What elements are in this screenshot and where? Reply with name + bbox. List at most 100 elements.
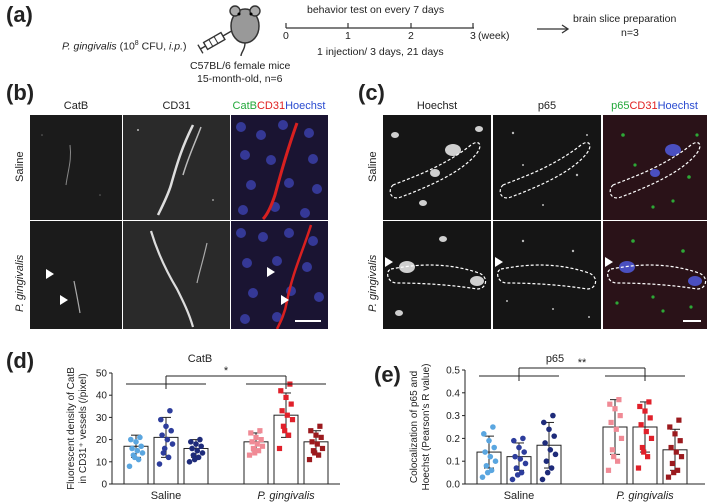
data-point [517,456,524,462]
data-point [609,447,615,453]
data-point [521,449,527,455]
arrow-right-icon [537,24,570,34]
data-point [156,461,163,467]
data-point [164,436,171,443]
data-point [512,453,518,460]
data-point [509,476,516,483]
injection-exponent: 8 [134,40,139,47]
data-point [186,459,193,465]
data-point [258,437,264,443]
y-tick-label: 20 [96,435,108,446]
mouse-strain: C57BL/6 female mice [190,60,291,72]
group-label: Saline [151,490,182,502]
merge-cd31: CD31 [256,100,286,112]
y-axis-label-line1: Colocalization of p65 and [409,371,420,483]
data-point [199,450,206,456]
data-point [647,415,653,421]
data-point [482,449,488,455]
data-point [282,428,288,434]
data-point [318,434,324,440]
data-point [160,450,167,456]
data-point [671,470,677,476]
data-point [550,412,556,419]
data-point [490,424,496,430]
data-point [675,467,681,473]
data-point [159,432,165,438]
data-point [126,463,133,470]
arrowhead-icon [385,257,393,267]
micrograph-c-merge-pg [603,221,707,329]
chart-title: CatB [188,353,212,365]
panel-a-label: (a) [6,2,33,27]
data-point [617,413,623,419]
data-point [169,441,176,447]
data-point [314,441,320,447]
data-point [288,401,294,407]
data-point [676,417,682,423]
arrowhead-icon [605,257,613,267]
data-point [193,441,199,447]
data-point [605,467,612,473]
injection-unit: CFU, [138,40,170,53]
merge-hoechst: Hoechst [285,100,326,112]
data-point [637,403,643,410]
data-point [513,465,520,471]
data-point [669,460,675,467]
data-point [548,465,555,471]
timeline-axis [285,23,474,29]
arrowhead-icon [46,269,54,279]
data-point [279,408,285,414]
arrowhead-icon [495,257,503,267]
y-axis-label-line2: in CD31⁺ vessels (/pixel) [78,373,89,483]
panel-b-header-cd31: CD31 [162,100,191,112]
panel-c-label: (c) [358,80,385,105]
data-point [516,444,522,451]
micrograph-b-catb-pg [30,221,122,329]
data-point [551,433,557,439]
data-point [257,428,263,434]
panel-c-row-pg: P. gingivalis [367,254,379,312]
data-point [161,445,168,452]
data-point [280,423,286,429]
data-point [313,432,319,438]
y-tick-label: 40 [96,391,108,402]
data-point [665,474,672,480]
timeline-tick-0: 0 [283,30,289,42]
micrograph-b-merge-saline [231,115,328,220]
arrowhead-icon [281,295,289,305]
merge-catb: CatB [232,100,257,112]
data-point [635,465,642,471]
data-point [613,426,619,432]
panel-e-label: (e) [374,362,401,387]
data-point [511,437,517,444]
data-point [615,458,621,464]
micrograph-c-p65-saline [493,115,601,220]
data-point [483,462,490,469]
injection-dose: (10 [116,40,135,53]
y-tick-label: 0.3 [446,411,460,422]
panel-b-header-merge: CatBCD31Hoechst [230,100,328,112]
panel-c-header-hoechst: Hoechst [416,100,458,112]
merge-p65: p65 [611,100,630,112]
data-point [129,445,135,452]
data-point [641,449,647,455]
data-point [197,436,203,443]
data-point [667,424,673,430]
data-point [678,454,685,460]
significance-marker: * [224,365,229,377]
arrowhead-icon [267,267,275,277]
data-point [542,440,548,446]
data-point [133,439,139,445]
data-point [276,445,283,452]
arrowhead-icon [60,295,68,305]
timeline-unit: (week) [478,30,510,42]
data-point [547,447,554,453]
data-point [278,388,284,394]
group-label: Saline [504,490,535,502]
endpoint-title: brain slice preparation [573,13,677,25]
y-axis-label: Colocalization of p65 and Hoechst (Pearso… [409,364,432,491]
data-point [673,449,679,455]
data-point [672,431,678,437]
data-point [246,452,253,458]
data-point [309,439,315,445]
